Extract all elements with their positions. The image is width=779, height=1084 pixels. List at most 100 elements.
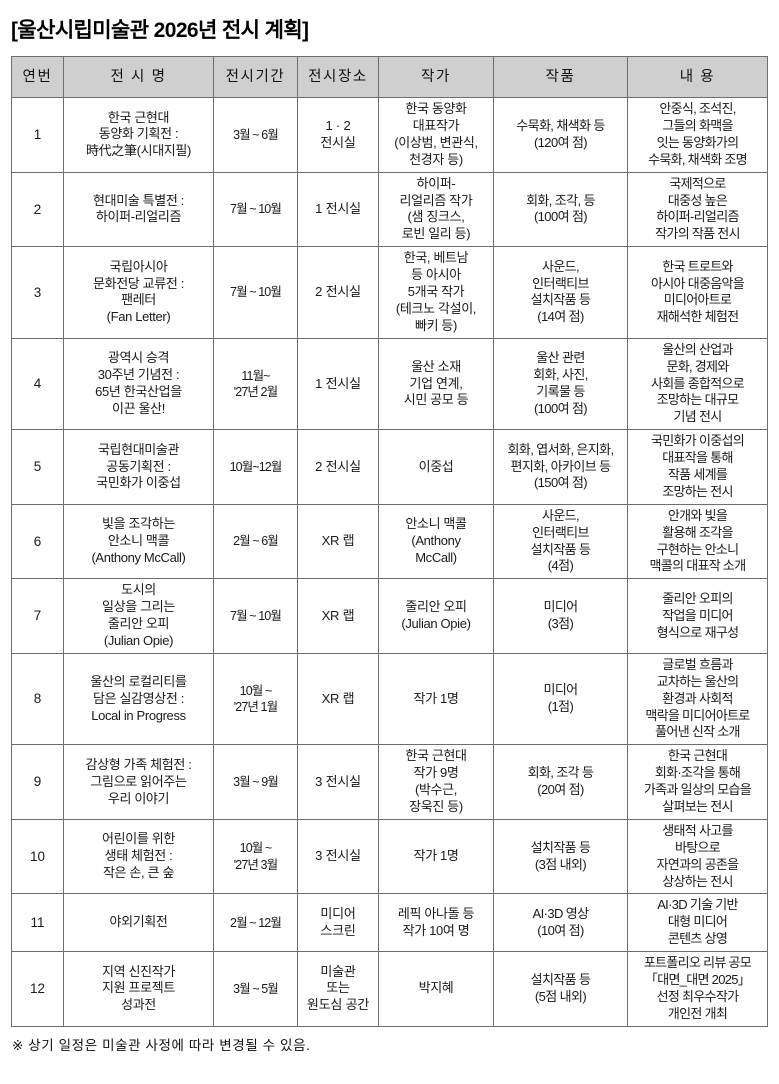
cell-exhibition-title-line: 65년 한국산업을 — [95, 383, 182, 399]
cell-description-lines: 한국 트로트와 아시아 대중음악을 미디어아트로 재해석한 체험전 — [630, 259, 765, 327]
cell-description-line: 대중성 높은 — [667, 192, 728, 208]
cell-exhibition-title-line: 일상을 그리는 — [102, 599, 175, 615]
cell-venue-lines: 미술관 또는 원도심 공간 — [300, 964, 376, 1015]
cell-period-lines: 3월 ~ 6월 — [216, 127, 295, 143]
cell-works-line: 설치작품 등 — [530, 292, 591, 308]
cell-artist-line: (테크노 각설이, — [395, 300, 477, 316]
cell-exhibition-title-lines: 울산의 로컬리티를 담은 실감영상전 : Local in Progress — [66, 674, 211, 725]
cell-period: 3월 ~ 6월 — [213, 97, 298, 173]
cell-period: 11월~ '27년 2월 — [213, 337, 298, 431]
cell-venue-line: 1 전시실 — [315, 201, 361, 217]
cell-description-line: 회화·조각을 통해 — [654, 765, 741, 781]
footnote: ※ 상기 일정은 미술관 사정에 따라 변경될 수 있음. — [12, 1037, 311, 1053]
cell-venue-line: 전시실 — [320, 134, 356, 150]
cell-venue-line: 3 전시실 — [315, 848, 361, 864]
cell-period: 10월 ~ '27년 3월 — [213, 818, 298, 895]
cell-works: 미디어 (3점) — [493, 578, 628, 654]
cell-period: 2월 ~ 12월 — [213, 893, 298, 953]
cell-description-line: 자연과의 공존을 — [656, 856, 739, 872]
cell-exhibition-title: 도시의 일상을 그리는 줄리안 오피 (Julian Opie) — [63, 578, 214, 654]
cell-no: 1 — [11, 97, 64, 173]
cell-exhibition-title-line: 광역시 승격 — [107, 350, 170, 366]
cell-description-line: 잇는 동양화가의 — [656, 134, 739, 150]
cell-description-line: 국민화가 이중섭의 — [651, 433, 745, 449]
cell-venue-lines: 3 전시실 — [300, 848, 376, 865]
cell-works: 울산 관련 회화, 사진, 기록물 등 (100여 점) — [493, 337, 628, 431]
cell-exhibition-title-lines: 한국 근현대 동양화 기획전 : 時代之筆(시대지필) — [66, 110, 211, 161]
cell-works-line: 사운드, — [541, 258, 580, 274]
cell-description-line: AI·3D 기술 기반 — [657, 897, 738, 913]
cell-exhibition-title: 감상형 가족 체험전 : 그림으로 읽어주는 우리 이야기 — [63, 744, 214, 820]
cell-artist-line: 시민 공모 등 — [403, 392, 469, 408]
cell-works-line: 미디어 — [543, 599, 578, 615]
cell-description-lines: 안개와 빛을 활용해 조각을 구현하는 안소니 맥콜의 대표작 소개 — [630, 508, 765, 576]
cell-works: 회화, 조각, 등 (100여 점) — [493, 171, 628, 248]
cell-exhibition-title: 어린이를 위한 생태 체험전 : 작은 손, 큰 숲 — [63, 818, 214, 895]
cell-artist-lines: 한국 근현대 작가 9명 (박수근, 장욱진 등) — [381, 748, 491, 816]
cell-exhibition-title-line: 우리 이야기 — [107, 790, 170, 806]
cell-works-line: (4점) — [547, 558, 574, 574]
cell-period-line: 10월 ~ — [239, 841, 273, 856]
cell-artist-lines: 한국 동양화 대표작가 (이상범, 변관식, 천경자 등) — [381, 101, 491, 169]
cell-venue-line: 미술관 — [320, 963, 356, 979]
cell-works-lines: 사운드, 인터랙티브 설치작품 등 (14여 점) — [496, 259, 625, 327]
cell-period-lines: 10월 ~ '27년 1월 — [216, 683, 295, 716]
cell-works-lines: 미디어 (3점) — [496, 599, 625, 633]
cell-venue: 3 전시실 — [297, 744, 379, 820]
cell-artist-line: 작가 9명 — [413, 765, 459, 781]
cell-works: 회화, 조각 등 (20여 점) — [493, 744, 628, 820]
cell-artist-lines: 안소니 맥콜 (Anthony McCall) — [381, 516, 491, 567]
cell-description-line: 울산의 산업과 — [662, 341, 733, 357]
cell-venue-line: XR 랩 — [321, 690, 355, 706]
cell-works: 설치작품 등 (5점 내외) — [493, 951, 628, 1027]
cell-works: 수묵화, 채색화 등 (120여 점) — [493, 97, 628, 173]
cell-description-line: 구현하는 안소니 — [656, 541, 739, 557]
cell-exhibition-title-line: 팬레터 — [121, 292, 156, 308]
cell-venue-lines: 1 전시실 — [300, 201, 376, 218]
cell-artist: 박지혜 — [378, 951, 494, 1027]
cell-description-line: 가족과 일상의 모습을 — [643, 782, 752, 798]
cell-description: 국민화가 이중섭의 대표작을 통해 작품 세계를 조망하는 전시 — [627, 429, 768, 505]
cell-venue-line: 3 전시실 — [315, 773, 361, 789]
cell-description: AI·3D 기술 기반 대형 미디어 콘텐츠 상영 — [627, 893, 768, 953]
cell-artist-line: 한국, 베트남 — [403, 250, 469, 266]
cell-exhibition-title-line: 울산의 로컬리티를 — [90, 673, 187, 689]
cell-artist-line: 레픽 아나돌 등 — [397, 905, 475, 921]
cell-artist-lines: 한국, 베트남 등 아시아 5개국 작가 (테크노 각설이, 빠키 등) — [381, 250, 491, 334]
cell-venue: 미술관 또는 원도심 공간 — [297, 951, 379, 1027]
cell-description-line: 상상하는 전시 — [662, 873, 733, 889]
cell-works-line: 수묵화, 채색화 등 — [516, 118, 605, 134]
cell-description-line: 한국 트로트와 — [662, 258, 733, 274]
cell-artist-lines: 박지혜 — [381, 980, 491, 997]
cell-period-line: 11월~ — [241, 368, 270, 383]
cell-period: 3월 ~ 9월 — [213, 744, 298, 820]
cell-description: 국제적으로 대중성 높은 하이퍼-리얼리즘 작가의 작품 전시 — [627, 171, 768, 248]
cell-description: 안개와 빛을 활용해 조각을 구현하는 안소니 맥콜의 대표작 소개 — [627, 503, 768, 580]
cell-artist-line: 로빈 일리 등) — [401, 226, 471, 242]
cell-description-line: 재해석한 체험전 — [656, 309, 739, 325]
cell-artist-line: 작가 1명 — [413, 690, 459, 706]
cell-works: 사운드, 인터랙티브 설치작품 등 (14여 점) — [493, 246, 628, 339]
cell-venue: 1 · 2 전시실 — [297, 97, 379, 173]
cell-description-line: 형식으로 재구성 — [656, 624, 739, 640]
cell-works-line: 설치작품 등 — [530, 972, 591, 987]
cell-no: 6 — [11, 503, 64, 580]
cell-artist-line: 작가 1명 — [413, 848, 459, 864]
cell-exhibition-title-line: (Anthony McCall) — [91, 549, 186, 565]
cell-artist: 작가 1명 — [378, 652, 494, 746]
cell-artist-lines: 울산 소재 기업 연계, 시민 공모 등 — [381, 359, 491, 410]
cell-exhibition-title-line: 국립아시아 — [109, 258, 168, 274]
cell-works-lines: 회화, 엽서화, 은지화, 편지화, 아카이브 등 (150여 점) — [496, 442, 625, 493]
cell-works-line: 설치작품 등 — [530, 839, 591, 855]
cell-venue: XR 랩 — [297, 503, 379, 580]
cell-artist-lines: 레픽 아나돌 등 작가 10여 명 — [381, 906, 491, 940]
cell-no: 10 — [11, 818, 64, 895]
cell-works-line: 인터랙티브 — [532, 275, 589, 291]
cell-description: 울산의 산업과 문화, 경제와 사회를 종합적으로 조망하는 대규모 기념 전시 — [627, 337, 768, 431]
cell-period-line: 10월 ~ — [239, 683, 273, 698]
cell-artist-lines: 이중섭 — [381, 459, 491, 476]
cell-description-line: 맥콜의 대표작 소개 — [649, 558, 747, 574]
cell-exhibition-title-lines: 빛을 조각하는 안소니 맥콜 (Anthony McCall) — [66, 516, 211, 567]
cell-exhibition-title-lines: 도시의 일상을 그리는 줄리안 오피 (Julian Opie) — [66, 582, 211, 650]
cell-period-lines: 3월 ~ 5월 — [216, 981, 295, 997]
